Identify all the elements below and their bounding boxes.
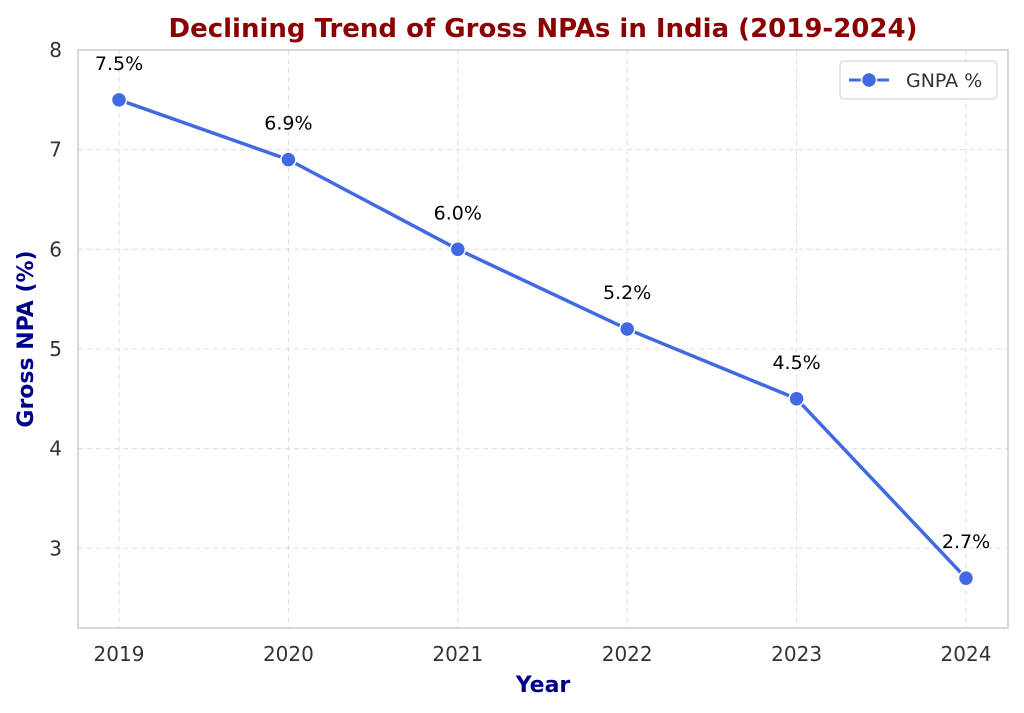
data-label: 6.0%	[434, 202, 482, 224]
data-labels: 7.5% 6.9% 6.0% 5.2% 4.5% 2.7%	[95, 53, 990, 553]
x-axis-ticks: 2019 2020 2021 2022 2023 2024	[94, 642, 992, 666]
data-point	[449, 241, 467, 258]
y-tick-label: 4	[49, 437, 62, 461]
x-tick-label: 2021	[432, 642, 483, 666]
x-tick-label: 2023	[771, 642, 822, 666]
data-label: 5.2%	[603, 282, 651, 304]
data-point	[280, 151, 297, 168]
data-point	[618, 320, 636, 338]
y-tick-label: 6	[49, 237, 62, 261]
series-line	[117, 98, 968, 580]
series-gnpa	[110, 91, 975, 587]
x-tick-label: 2024	[941, 642, 992, 666]
data-point	[110, 91, 128, 109]
y-tick-label: 8	[49, 38, 62, 62]
legend: GNPA %	[839, 60, 998, 100]
data-label: 6.9%	[264, 113, 312, 135]
x-tick-label: 2019	[94, 642, 145, 666]
legend-label: GNPA %	[906, 70, 982, 92]
plot-area-frame	[77, 49, 1009, 629]
x-tick-label: 2022	[602, 642, 653, 666]
x-axis-title: Year	[515, 673, 571, 698]
chart-title: Declining Trend of Gross NPAs in India (…	[169, 14, 918, 44]
grid-lines	[78, 49, 1008, 628]
y-tick-label: 5	[49, 337, 62, 361]
y-axis-ticks: 3 4 5 6 7 8	[49, 38, 62, 560]
data-label: 2.7%	[942, 531, 990, 553]
data-point	[957, 569, 975, 587]
legend-box	[839, 60, 998, 100]
x-tick-label: 2020	[263, 642, 314, 666]
y-tick-label: 3	[49, 536, 62, 560]
legend-marker-swatch	[860, 71, 878, 89]
y-axis-title: Gross NPA (%)	[14, 250, 39, 427]
data-point	[788, 390, 805, 408]
data-label: 7.5%	[95, 53, 143, 75]
data-label: 4.5%	[772, 352, 820, 374]
y-tick-label: 7	[49, 138, 62, 162]
